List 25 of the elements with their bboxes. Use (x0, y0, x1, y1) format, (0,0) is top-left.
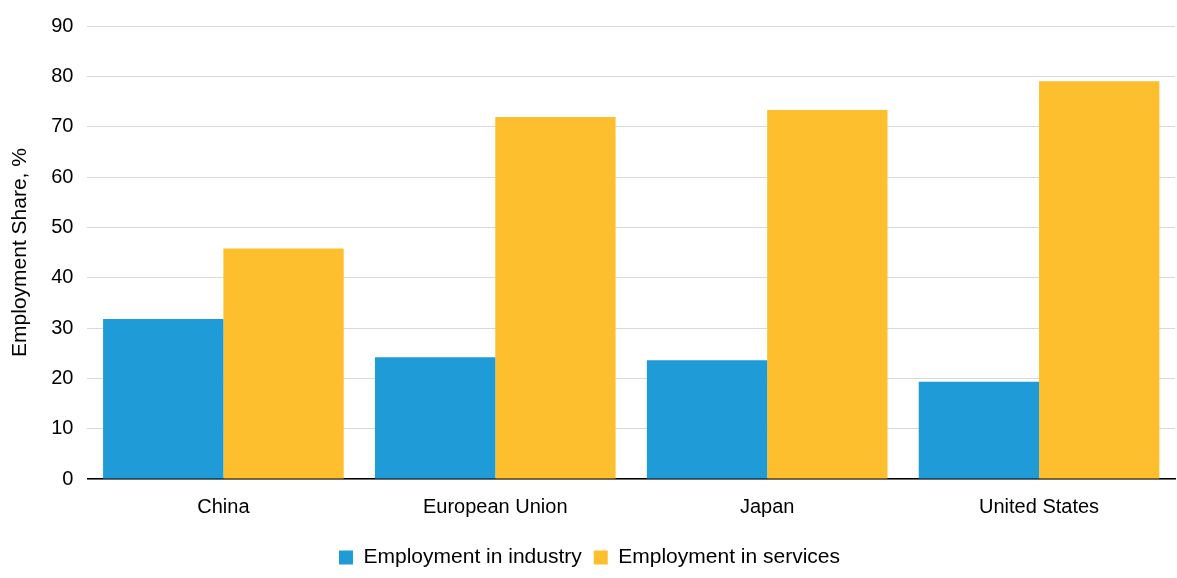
y-tick-label: 50 (51, 214, 74, 237)
y-tick-label: 40 (51, 265, 74, 288)
y-tick-label: 30 (51, 315, 74, 338)
y-tick-label: 60 (51, 164, 74, 187)
x-tick-label: China (197, 494, 251, 517)
y-tick-label: 0 (62, 466, 74, 489)
y-tick-label: 90 (51, 13, 74, 36)
y-tick-label: 80 (51, 63, 74, 86)
bar (1039, 81, 1160, 479)
legend-label: Employment in services (618, 544, 841, 568)
x-tick-label: United States (979, 494, 1100, 517)
x-tick-label: Japan (739, 494, 795, 517)
bar (223, 248, 344, 479)
bar (767, 110, 888, 479)
bar (103, 318, 224, 479)
bar (646, 360, 768, 479)
legend-label: Employment in industry (363, 544, 583, 568)
bar (374, 357, 496, 479)
y-tick-label: 10 (51, 416, 74, 439)
x-tick-label: European Union (423, 494, 568, 517)
y-tick-label: 20 (51, 365, 74, 388)
bar (495, 117, 616, 479)
bar (918, 381, 1040, 479)
y-axis-title: Employment Share, % (7, 148, 31, 357)
y-tick-label: 70 (51, 114, 74, 137)
